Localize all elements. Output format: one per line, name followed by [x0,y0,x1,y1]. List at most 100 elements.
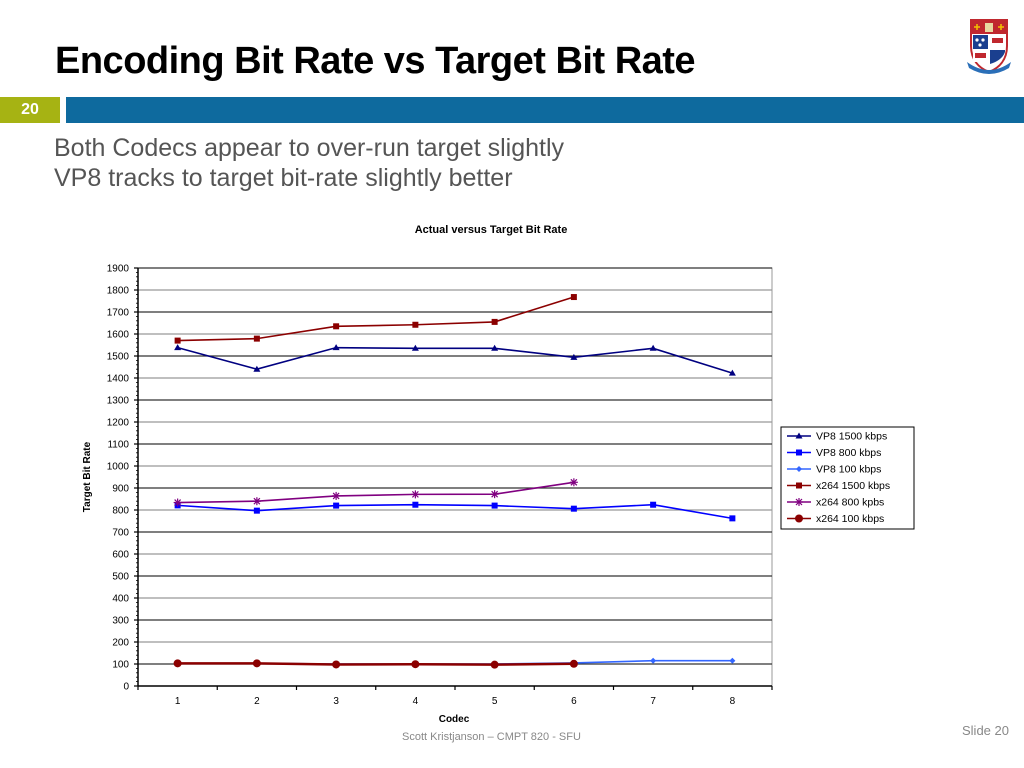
header-bar [66,97,1024,123]
data-point [411,660,420,669]
data-point [333,502,340,509]
x-axis-label: Codec [439,714,470,725]
data-point [649,344,657,351]
legend-label: VP8 1500 kbps [816,431,887,443]
legend-item: x264 100 kbps [787,513,884,525]
y-tick-label: 1000 [107,462,130,473]
y-tick-label: 1400 [107,374,130,385]
bullet-list: Both Codecs appear to over-run target sl… [54,133,564,193]
data-point [650,501,657,508]
x-tick-label: 7 [650,696,656,707]
y-tick-label: 100 [112,660,129,671]
y-tick-label: 600 [112,550,129,561]
legend-label: x264 800 kpbs [816,497,884,509]
y-tick-label: 700 [112,528,129,539]
data-point [491,318,498,325]
x-tick-label: 6 [571,696,577,707]
data-point [729,657,736,664]
y-tick-label: 0 [123,682,129,693]
slide-number-badge: 20 [0,97,60,123]
data-point [173,498,182,507]
data-point [728,369,736,376]
data-point [252,497,261,506]
series-x264-800-kpbs [173,478,578,507]
data-point [253,507,260,514]
university-crest-icon [967,19,1011,74]
x-tick-label: 4 [413,696,419,707]
data-point [253,365,261,372]
data-point [332,491,341,500]
y-axis-label: Target Bit Rate [82,441,93,512]
slide-number-label: Slide 20 [962,723,1009,738]
chart-legend: VP8 1500 kbps VP8 800 kbps VP8 100 kbps x26… [780,426,915,530]
data-point [795,498,803,506]
data-point [491,344,499,351]
series-line [177,481,574,504]
data-point [490,490,499,499]
y-tick-label: 1100 [107,440,129,451]
legend-label: x264 1500 kbps [816,480,890,492]
data-point [333,323,340,330]
series-vp8-1500-kbps [174,344,736,376]
data-point [729,515,736,522]
data-point [569,478,578,487]
data-point [412,501,419,508]
y-tick-label: 1200 [107,418,130,429]
legend-item: x264 1500 kbps [787,480,890,492]
x-tick-label: 5 [492,696,498,707]
data-point [332,344,340,351]
legend-item: VP8 800 kbps [787,447,881,459]
data-point [650,657,657,664]
data-point [796,482,802,489]
data-point [412,321,419,328]
data-point [491,502,498,509]
y-tick-label: 1600 [107,330,130,341]
data-point [570,353,578,360]
data-point [173,659,182,668]
y-tick-label: 900 [112,484,129,495]
slide-title: Encoding Bit Rate vs Target Bit Rate [55,40,696,82]
data-point [253,335,260,342]
bullet-item: Both Codecs appear to over-run target sl… [54,134,564,162]
legend-item: x264 800 kpbs [787,497,884,509]
legend-label: x264 100 kbps [816,513,884,525]
data-point [332,660,341,669]
series-x264-100-kbps [173,659,578,669]
x-tick-label: 8 [730,696,736,707]
legend-box [780,426,915,530]
series-line [177,296,575,342]
legend-item: VP8 100 kbps [787,464,881,476]
data-point [569,659,578,668]
y-tick-label: 1300 [107,396,130,407]
series-layer [173,294,736,669]
data-point [411,490,420,499]
y-tick-label: 800 [112,506,129,517]
y-tick-label: 1800 [107,286,130,297]
axes: 0 100 200 300 400 500 600 700 800 900 1000 1100 1200… [107,264,773,707]
data-point [570,294,577,301]
series-x264-1500-kbps [174,294,577,344]
footer-text: Scott Kristjanson – CMPT 820 - SFU [402,731,581,743]
series-line [177,503,733,520]
legend-label: VP8 800 kbps [816,447,881,459]
data-point [795,432,803,439]
y-tick-label: 400 [112,594,129,605]
plot-area [137,267,773,687]
data-point [252,659,261,668]
y-tick-label: 1500 [107,352,130,363]
data-point [411,344,419,351]
chart-title: Actual versus Target Bit Rate [415,224,568,236]
data-point [795,514,803,523]
series-line [177,662,574,666]
legend-item: VP8 1500 kbps [787,431,887,443]
y-tick-label: 500 [112,572,129,583]
y-tick-label: 300 [112,616,129,627]
x-tick-label: 1 [175,696,181,707]
data-point [174,344,182,351]
grid-lines [137,267,773,687]
series-vp8-800-kbps [174,501,736,522]
bullet-item: VP8 tracks to target bit-rate slightly b… [54,164,513,192]
data-point [490,660,499,669]
data-point [570,505,577,512]
